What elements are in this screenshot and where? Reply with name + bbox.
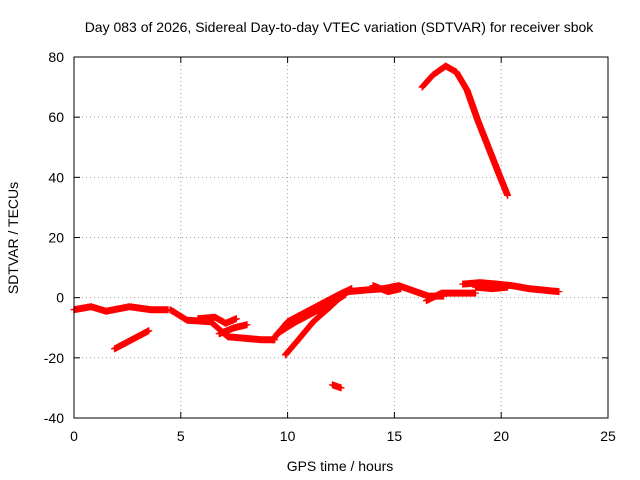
y-tick-label: 60 — [48, 109, 64, 125]
data-point-markers — [111, 327, 153, 353]
data-series-arc-8 — [281, 291, 347, 359]
data-series-arc-11 — [369, 282, 405, 296]
data-series-arc-4 — [194, 313, 240, 327]
data-series-arc-9 — [328, 381, 345, 392]
axis-ticks: 0 5 10 15 20 25 -40 -20 0 20 40 60 80 — [44, 49, 616, 444]
grid-lines — [74, 57, 608, 418]
data-point-markers — [328, 381, 345, 392]
data-series-arc-13 — [418, 62, 512, 199]
x-tick-label: 15 — [387, 428, 403, 444]
y-axis-label: SDTVAR / TECUs — [5, 182, 21, 294]
data-point-markers — [281, 291, 347, 359]
x-axis-label: GPS time / hours — [287, 458, 394, 474]
data-point-markers — [418, 62, 512, 199]
data-series-arc-2 — [111, 327, 153, 353]
chart-title: Day 083 of 2026, Sidereal Day-to-day VTE… — [85, 19, 595, 35]
data-point-markers — [369, 282, 405, 296]
data-point-markers — [194, 313, 240, 327]
x-tick-label: 0 — [70, 428, 78, 444]
y-tick-label: -40 — [44, 410, 64, 426]
data-point-markers — [422, 289, 480, 305]
data-point-markers — [215, 321, 251, 338]
y-tick-label: -20 — [44, 350, 64, 366]
data-series-arc-5 — [215, 321, 251, 338]
data-series-arc-15 — [472, 283, 512, 293]
x-tick-label: 5 — [177, 428, 185, 444]
data-series-arc-12 — [422, 289, 480, 305]
data-point-markers — [472, 283, 512, 293]
x-tick-label: 10 — [280, 428, 296, 444]
data-points — [70, 62, 563, 392]
y-tick-label: 40 — [48, 169, 64, 185]
y-tick-label: 20 — [48, 230, 64, 246]
y-tick-label: 80 — [48, 49, 64, 65]
x-tick-label: 25 — [600, 428, 616, 444]
y-tick-label: 0 — [56, 290, 64, 306]
x-tick-label: 20 — [493, 428, 509, 444]
